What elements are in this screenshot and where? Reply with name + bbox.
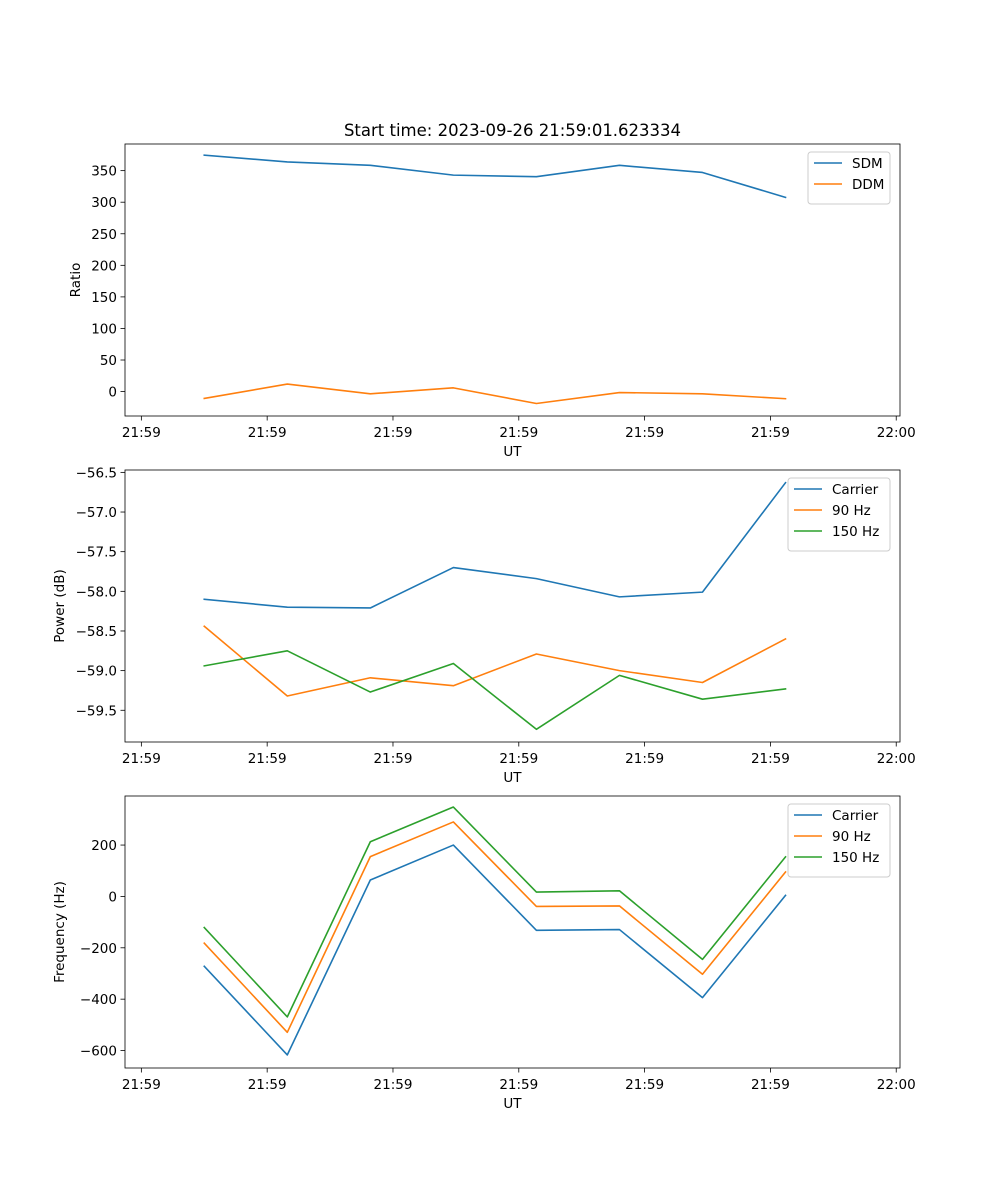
y-tick-label: 350 — [91, 164, 117, 180]
legend-entry: Carrier — [832, 482, 879, 498]
x-tick-label: 21:59 — [122, 425, 161, 441]
axes-frame — [124, 143, 901, 417]
series-line-carrier — [203, 481, 787, 609]
x-tick-label: 21:59 — [374, 751, 413, 767]
series-line-150-hz — [203, 649, 787, 731]
x-tick-label: 21:59 — [122, 1077, 161, 1093]
x-tick-label: 21:59 — [374, 425, 413, 441]
x-tick-label: 21:59 — [499, 751, 538, 767]
y-tick-label: −59.5 — [76, 703, 117, 719]
y-tick-label: 200 — [91, 838, 117, 854]
legend-entry: 150 Hz — [832, 850, 879, 866]
series-line-150-hz — [203, 806, 787, 1018]
y-tick-label: −400 — [80, 992, 117, 1008]
y-tick-label: −200 — [80, 941, 117, 957]
panel-3: 21:59 21:59 21:59 21:59 21:59 21:59 22:00 −600 −… — [52, 795, 916, 1112]
x-tick-label: 21:59 — [248, 425, 287, 441]
y-tick-label: 150 — [91, 290, 117, 306]
series-line-90-hz — [203, 821, 787, 1034]
y-tick-label: −56.5 — [76, 465, 117, 481]
x-tick-label: 21:59 — [248, 1077, 287, 1093]
series-line-sdm — [203, 154, 787, 199]
x-tick-label: 21:59 — [751, 751, 790, 767]
x-tick-label: 21:59 — [625, 1077, 664, 1093]
y-tick-label: −58.5 — [76, 624, 117, 640]
axes-frame — [124, 469, 901, 743]
x-axis-label: UT — [503, 1096, 522, 1112]
y-axis-label: Power (dB) — [52, 569, 68, 642]
legend: Carrier 90 Hz 150 Hz — [787, 803, 891, 878]
y-tick-label: 100 — [91, 321, 117, 337]
y-tick-label: −58.0 — [76, 584, 117, 600]
x-tick-label: 21:59 — [499, 425, 538, 441]
series-line-ddm — [203, 383, 787, 405]
x-tick-label: 21:59 — [374, 1077, 413, 1093]
x-tick-label: 21:59 — [122, 751, 161, 767]
legend-entry: Carrier — [832, 808, 879, 824]
y-tick-label: 50 — [100, 353, 117, 369]
y-tick-label: −59.0 — [76, 664, 117, 680]
chart-title: Start time: 2023-09-26 21:59:01.623334 — [344, 121, 681, 140]
x-tick-label: 21:59 — [625, 425, 664, 441]
legend-entry: SDM — [852, 156, 883, 172]
legend-frame — [787, 477, 891, 552]
x-tick-label: 22:00 — [877, 751, 916, 767]
series-line-carrier — [203, 844, 787, 1056]
y-tick-label: −57.5 — [76, 545, 117, 561]
panel-1: 21:59 21:59 21:59 21:59 21:59 21:59 22:00 0 50 10… — [68, 121, 916, 460]
y-axis-label: Frequency (Hz) — [52, 881, 68, 983]
y-tick-label: 300 — [91, 195, 117, 211]
axes-frame — [124, 795, 901, 1069]
y-tick-label: 200 — [91, 258, 117, 274]
legend-entry: 90 Hz — [832, 829, 871, 845]
x-axis-label: UT — [503, 444, 522, 460]
panel-2: 21:59 21:59 21:59 21:59 21:59 21:59 22:00 −59.5… — [52, 465, 916, 786]
y-tick-label: −600 — [80, 1044, 117, 1060]
x-tick-label: 21:59 — [248, 751, 287, 767]
x-tick-label: 22:00 — [877, 425, 916, 441]
legend-entry: DDM — [852, 177, 884, 193]
x-tick-label: 21:59 — [751, 425, 790, 441]
x-tick-label: 21:59 — [625, 751, 664, 767]
legend-entry: 150 Hz — [832, 524, 879, 540]
legend-frame — [787, 803, 891, 878]
legend: Carrier 90 Hz 150 Hz — [787, 477, 891, 552]
y-tick-label: 0 — [108, 889, 117, 905]
y-tick-label: 250 — [91, 227, 117, 243]
legend-entry: 90 Hz — [832, 503, 871, 519]
series-line-90-hz — [203, 625, 787, 697]
x-tick-label: 22:00 — [877, 1077, 916, 1093]
y-tick-label: −57.0 — [76, 505, 117, 521]
x-axis-label: UT — [503, 770, 522, 786]
x-tick-label: 21:59 — [499, 1077, 538, 1093]
x-tick-label: 21:59 — [751, 1077, 790, 1093]
y-tick-label: 0 — [108, 385, 117, 401]
legend-frame — [807, 151, 891, 205]
legend: SDM DDM — [807, 151, 891, 205]
y-axis-label: Ratio — [68, 263, 84, 298]
